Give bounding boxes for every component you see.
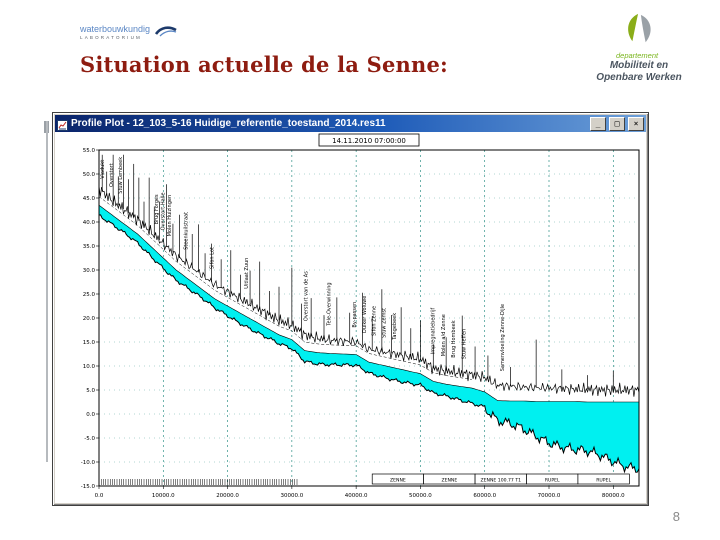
reference-level-line	[98, 196, 472, 380]
page-title: Situation actuelle de la Senne:	[80, 52, 448, 77]
chart-area: Viadukt Overstort Stuw Lembeek Brug Forges O…	[55, 132, 646, 503]
svg-text:Samenvloeiing Zenne-Dijle: Samenvloeiing Zenne-Dijle	[500, 304, 506, 371]
mow-pinwheel-icon	[620, 12, 658, 51]
svg-text:30000.0: 30000.0	[280, 493, 303, 499]
waterbouwkundig-swoosh-icon	[154, 24, 178, 43]
svg-text:0.0: 0.0	[95, 493, 104, 499]
svg-text:-5.0: -5.0	[84, 436, 95, 442]
water-surface-line	[98, 204, 639, 403]
svg-text:40.0: 40.0	[83, 220, 96, 226]
svg-text:Duiker Woluwe: Duiker Woluwe	[362, 296, 368, 333]
profile-plot-window: Profile Plot - 12_103_5-16 Huidige_refer…	[52, 112, 649, 506]
svg-text:40000.0: 40000.0	[345, 493, 368, 499]
svg-text:-15.0: -15.0	[81, 484, 96, 490]
svg-text:ZENNE 100.77 T1: ZENNE 100.77 T1	[481, 478, 522, 484]
svg-text:5.0: 5.0	[86, 388, 95, 394]
svg-text:15.0: 15.0	[83, 340, 96, 346]
svg-text:Uitlaat Zuun: Uitlaat Zuun	[244, 258, 250, 289]
svg-text:Molen a/d Zenne: Molen a/d Zenne	[441, 314, 447, 356]
svg-text:Stuw Lembeek: Stuw Lembeek	[118, 157, 124, 194]
svg-text:Molen Huizingen: Molen Huizingen	[167, 195, 173, 237]
maximize-button[interactable]: □	[609, 116, 625, 131]
svg-text:Stuw Heffen: Stuw Heffen	[461, 329, 467, 360]
mow-departement-label: departement	[616, 51, 659, 60]
svg-text:Tele-Overwinning: Tele-Overwinning	[326, 282, 332, 326]
water-area	[99, 205, 639, 473]
svg-text:20.0: 20.0	[83, 316, 96, 322]
svg-text:0.0: 0.0	[86, 412, 95, 418]
svg-text:By-passen: By-passen	[352, 302, 358, 328]
mow-openbare-label: Openbare Werken	[596, 71, 682, 83]
svg-text:45.0: 45.0	[83, 196, 96, 202]
datetime-box	[318, 133, 420, 147]
svg-text:50000.0: 50000.0	[409, 493, 432, 499]
svg-text:Overstort Halle: Overstort Halle	[161, 192, 167, 230]
svg-text:10.0: 10.0	[83, 364, 96, 370]
svg-text:Sifon Zenne: Sifon Zenne	[371, 306, 377, 336]
svg-text:25.0: 25.0	[83, 292, 96, 298]
page-number: 8	[672, 509, 680, 524]
svg-text:Brug Hombeek: Brug Hombeek	[451, 320, 457, 357]
svg-text:Steenkuilstraat: Steenkuilstraat	[184, 212, 190, 250]
svg-text:RUPEL: RUPEL	[596, 478, 611, 484]
svg-text:10000.0: 10000.0	[152, 493, 175, 499]
mow-mobiliteit-label: Mobiliteit en	[609, 60, 669, 71]
svg-text:80000.0: 80000.0	[602, 493, 625, 499]
svg-text:ZENNE: ZENNE	[441, 478, 457, 484]
svg-text:Impregnatiebedrijf: Impregnatiebedrijf	[431, 308, 437, 355]
window-icon	[57, 118, 68, 131]
cross-section-ticks	[98, 479, 298, 485]
svg-text:Overstort: Overstort	[109, 163, 115, 187]
svg-text:Tangebeek: Tangebeek	[392, 313, 398, 341]
svg-text:Brug Forges: Brug Forges	[154, 194, 160, 224]
svg-text:60000.0: 60000.0	[473, 493, 496, 499]
svg-text:35.0: 35.0	[83, 244, 96, 250]
svg-text:Stuw Zemst: Stuw Zemst	[382, 308, 388, 338]
svg-text:Sifon Lot: Sifon Lot	[209, 247, 215, 269]
window-title: Profile Plot - 12_103_5-16 Huidige_refer…	[71, 118, 386, 129]
river-bed-line	[98, 214, 640, 474]
close-button[interactable]: ×	[628, 116, 644, 131]
mow-logo: departement Mobiliteit en Openbare Werke…	[580, 12, 698, 83]
svg-text:50.0: 50.0	[83, 172, 96, 178]
svg-text:30.0: 30.0	[83, 268, 96, 274]
datetime-label: 14.11.2010 07:00:00	[332, 137, 406, 145]
axis-labels: 55.0 50.0 45.0 40.0 35.0 30.0 25.0 20.0 15.0 10.0…	[81, 148, 625, 499]
structures	[101, 154, 614, 390]
svg-text:70000.0: 70000.0	[538, 493, 561, 499]
minimize-button[interactable]: _	[590, 116, 606, 131]
reach-labels: ZENNE ZENNE ZENNE 100.77 T1 RUPEL RUPEL	[371, 473, 630, 485]
svg-text:Overstort van de As: Overstort van de As	[303, 271, 309, 321]
window-titlebar[interactable]: Profile Plot - 12_103_5-16 Huidige_refer…	[55, 115, 646, 132]
svg-text:55.0: 55.0	[83, 148, 96, 154]
svg-text:RUPEL: RUPEL	[545, 478, 560, 484]
accent-line	[46, 121, 48, 462]
svg-text:ZENNE: ZENNE	[390, 478, 406, 484]
svg-text:-10.0: -10.0	[81, 460, 96, 466]
svg-text:Viadukt: Viadukt	[100, 160, 106, 179]
waterbouwkundig-logo: waterbouwkundig LABORATORIUM	[80, 24, 178, 43]
laboratorium-logo-text: LABORATORIUM	[80, 35, 142, 40]
svg-text:20000.0: 20000.0	[216, 493, 239, 499]
waterbouwkundig-logo-text: waterbouwkundig	[80, 24, 151, 34]
embankment-line	[98, 185, 640, 397]
